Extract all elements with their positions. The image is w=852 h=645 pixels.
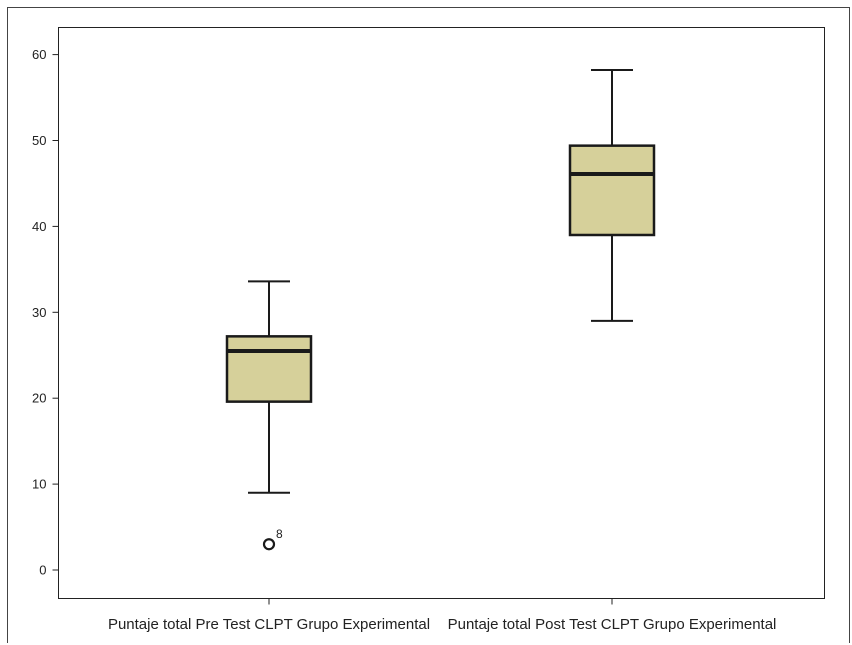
- y-tick-label-20: 20: [32, 391, 46, 406]
- chart-frame: [7, 7, 850, 643]
- box-series: 8: [225, 69, 656, 551]
- interquartile-box: [568, 144, 656, 237]
- y-tick-label-50: 50: [32, 133, 46, 148]
- x-category-label-1: Puntaje total Pre Test CLPT Grupo Experi…: [108, 616, 430, 633]
- x-category-label-2: Puntaje total Post Test CLPT Grupo Exper…: [448, 616, 777, 633]
- y-tick-label-40: 40: [32, 219, 46, 234]
- outlier-label: 8: [276, 527, 283, 541]
- y-tick-label-60: 60: [32, 47, 46, 62]
- y-tick-label-30: 30: [32, 305, 46, 320]
- interquartile-box: [225, 335, 313, 403]
- outlier-point: [262, 538, 276, 551]
- x-axis: Puntaje total Pre Test CLPT Grupo Experi…: [108, 598, 777, 633]
- y-axis: 0 10 20 30 40 50 60: [32, 47, 59, 578]
- box-2: [568, 69, 656, 322]
- y-tick-label-10: 10: [32, 477, 46, 492]
- box-1: 8: [225, 280, 313, 551]
- plot-area: [58, 27, 825, 599]
- y-tick-label-0: 0: [39, 563, 46, 578]
